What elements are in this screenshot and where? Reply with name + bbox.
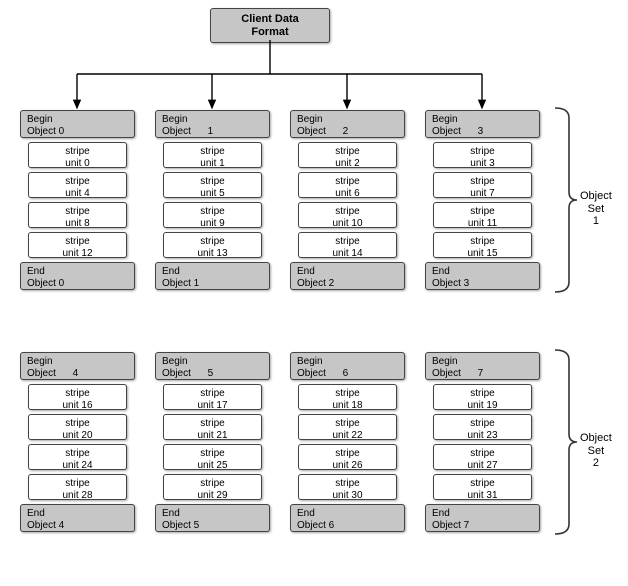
stripe-unit: stripe unit 11 [433, 202, 532, 228]
set-label: Object Set 2 [580, 432, 612, 470]
set-brace [555, 350, 577, 534]
object-begin: Begin Object 1 [155, 110, 270, 138]
stripe-unit: stripe unit 9 [163, 202, 262, 228]
stripe-unit: stripe unit 14 [298, 232, 397, 258]
stripe-unit: stripe unit 1 [163, 142, 262, 168]
stripe-unit: stripe unit 16 [28, 384, 127, 410]
object-begin: Begin Object 4 [20, 352, 135, 380]
stripe-unit: stripe unit 31 [433, 474, 532, 500]
stripe-unit: stripe unit 0 [28, 142, 127, 168]
object-end: End Object 0 [20, 262, 135, 290]
stripe-unit: stripe unit 28 [28, 474, 127, 500]
stripe-unit: stripe unit 19 [433, 384, 532, 410]
object-begin: Begin Object 3 [425, 110, 540, 138]
stripe-unit: stripe unit 25 [163, 444, 262, 470]
stripe-unit: stripe unit 3 [433, 142, 532, 168]
set-brace [555, 108, 577, 292]
stripe-unit: stripe unit 24 [28, 444, 127, 470]
stripe-unit: stripe unit 29 [163, 474, 262, 500]
stripe-unit: stripe unit 30 [298, 474, 397, 500]
object-end: End Object 1 [155, 262, 270, 290]
stripe-unit: stripe unit 26 [298, 444, 397, 470]
stripe-unit: stripe unit 13 [163, 232, 262, 258]
stripe-unit: stripe unit 23 [433, 414, 532, 440]
stripe-unit: stripe unit 21 [163, 414, 262, 440]
object-begin: Begin Object 2 [290, 110, 405, 138]
stripe-unit: stripe unit 27 [433, 444, 532, 470]
title-line2: Format [251, 26, 288, 38]
object-end: End Object 3 [425, 262, 540, 290]
stripe-unit: stripe unit 17 [163, 384, 262, 410]
stripe-unit: stripe unit 20 [28, 414, 127, 440]
object-begin: Begin Object 6 [290, 352, 405, 380]
stripe-unit: stripe unit 18 [298, 384, 397, 410]
title-line1: Client Data [241, 13, 298, 25]
object-end: End Object 5 [155, 504, 270, 532]
stripe-unit: stripe unit 15 [433, 232, 532, 258]
object-begin: Begin Object 7 [425, 352, 540, 380]
stripe-unit: stripe unit 5 [163, 172, 262, 198]
stripe-unit: stripe unit 12 [28, 232, 127, 258]
object-begin: Begin Object 0 [20, 110, 135, 138]
stripe-unit: stripe unit 2 [298, 142, 397, 168]
title-box: Client Data Format [210, 8, 330, 43]
object-end: End Object 6 [290, 504, 405, 532]
object-end: End Object 7 [425, 504, 540, 532]
stripe-unit: stripe unit 10 [298, 202, 397, 228]
stripe-unit: stripe unit 4 [28, 172, 127, 198]
stripe-unit: stripe unit 6 [298, 172, 397, 198]
stripe-unit: stripe unit 22 [298, 414, 397, 440]
object-begin: Begin Object 5 [155, 352, 270, 380]
diagram-root: Client Data Format Begin Object 0 stripe … [0, 0, 628, 586]
stripe-unit: stripe unit 8 [28, 202, 127, 228]
stripe-unit: stripe unit 7 [433, 172, 532, 198]
object-end: End Object 2 [290, 262, 405, 290]
object-end: End Object 4 [20, 504, 135, 532]
set-label: Object Set 1 [580, 190, 612, 228]
